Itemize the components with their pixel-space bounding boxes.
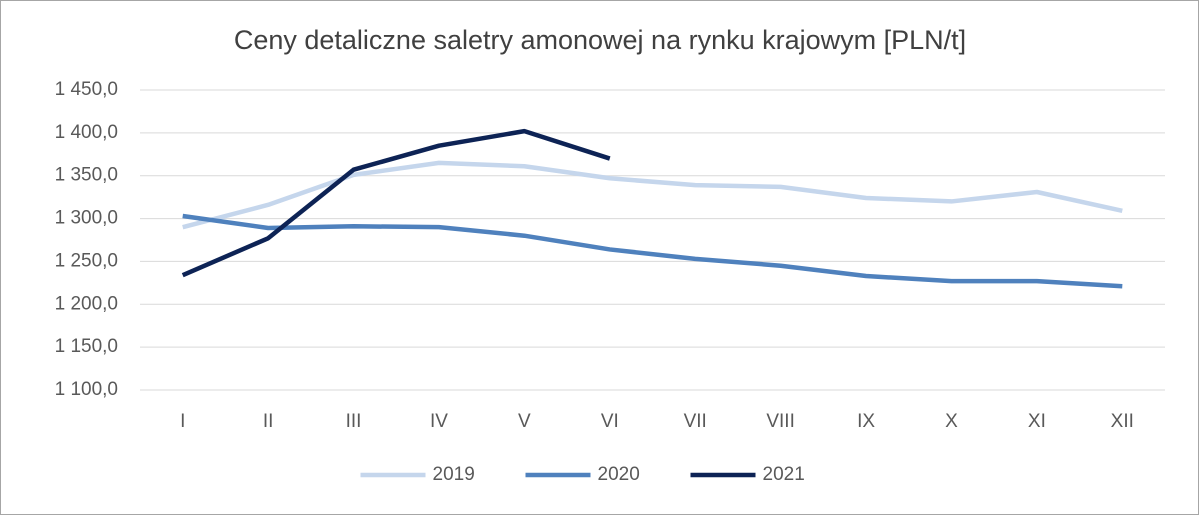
- x-tick-label: XI: [1028, 411, 1046, 432]
- y-tick-label: 1 400,0: [55, 122, 118, 143]
- x-tick-label: XII: [1111, 411, 1134, 432]
- x-tick-label: VIII: [766, 411, 795, 432]
- y-tick-label: 1 100,0: [55, 379, 118, 400]
- x-tick-label: III: [346, 411, 362, 432]
- x-tick-label: V: [518, 411, 531, 432]
- y-tick-label: 1 250,0: [55, 250, 118, 271]
- legend-label: 2020: [598, 464, 640, 485]
- y-tick-label: 1 300,0: [55, 208, 118, 229]
- x-tick-label: I: [180, 411, 185, 432]
- x-tick-label: VI: [601, 411, 619, 432]
- y-tick-label: 1 200,0: [55, 293, 118, 314]
- x-tick-label: VII: [684, 411, 707, 432]
- x-tick-label: IV: [430, 411, 448, 432]
- y-tick-label: 1 350,0: [55, 165, 118, 186]
- y-tick-label: 1 450,0: [55, 79, 118, 100]
- y-tick-label: 1 150,0: [55, 336, 118, 357]
- series-line: [181, 128, 611, 278]
- series-line: [182, 213, 1123, 289]
- x-tick-label: II: [263, 411, 274, 432]
- x-tick-label: X: [945, 411, 958, 432]
- x-tick-label: IX: [857, 411, 875, 432]
- chart-title: Ceny detaliczne saletry amonowej na rynk…: [234, 25, 966, 55]
- legend-label: 2019: [433, 464, 475, 485]
- legend-label: 2021: [763, 464, 805, 485]
